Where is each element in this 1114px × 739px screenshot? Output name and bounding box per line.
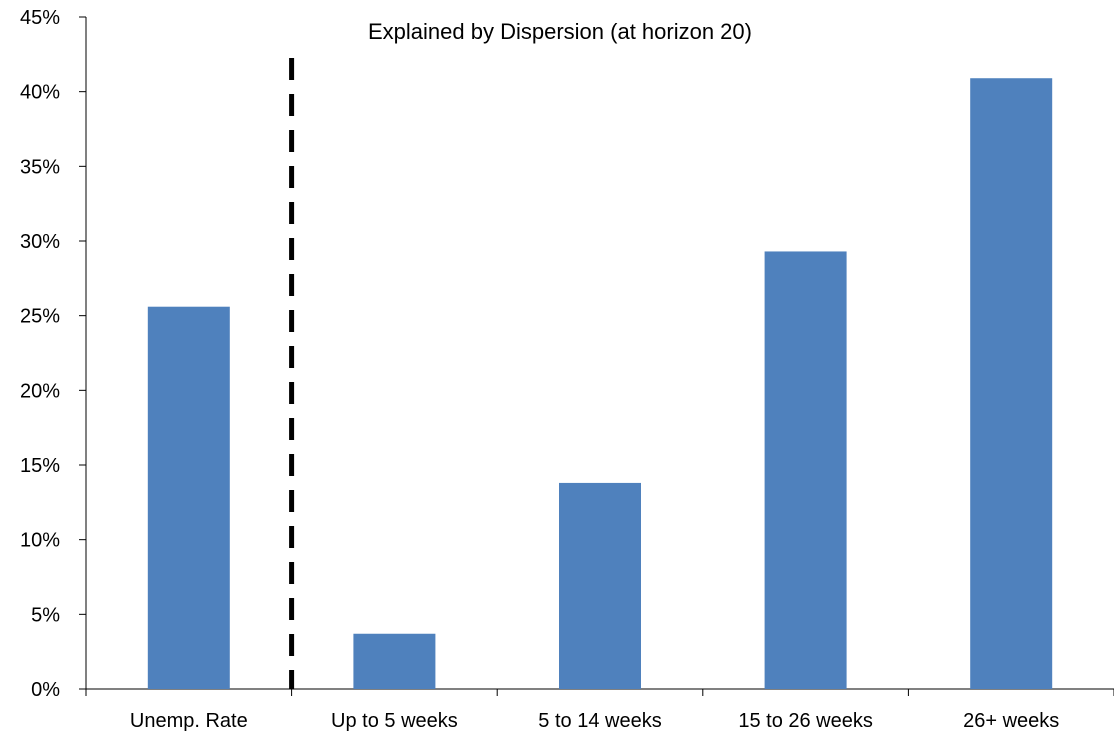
y-tick-label: 25% — [20, 306, 60, 328]
x-tick-label: 26+ weeks — [963, 710, 1059, 732]
y-tick-label: 5% — [31, 604, 60, 626]
y-tick-label: 0% — [31, 679, 60, 701]
y-tick-label: 40% — [20, 82, 60, 104]
x-tick-label: 15 to 26 weeks — [738, 710, 873, 732]
x-tick-label: Up to 5 weeks — [331, 710, 458, 732]
bar — [559, 482, 641, 689]
y-tick-label: 15% — [20, 455, 60, 477]
x-tick-label: 5 to 14 weeks — [538, 710, 661, 732]
bar — [147, 306, 230, 689]
y-tick-label: 10% — [20, 530, 60, 552]
x-tick-label: Unemp. Rate — [130, 710, 248, 732]
y-tick-label: 45% — [20, 7, 60, 29]
bar — [764, 251, 847, 689]
y-tick-label: 30% — [20, 231, 60, 253]
bar — [353, 633, 436, 689]
chart-title: Explained by Dispersion (at horizon 20) — [368, 19, 752, 44]
y-tick-label: 35% — [20, 156, 60, 178]
bar — [970, 78, 1053, 689]
y-tick-label: 20% — [20, 380, 60, 402]
